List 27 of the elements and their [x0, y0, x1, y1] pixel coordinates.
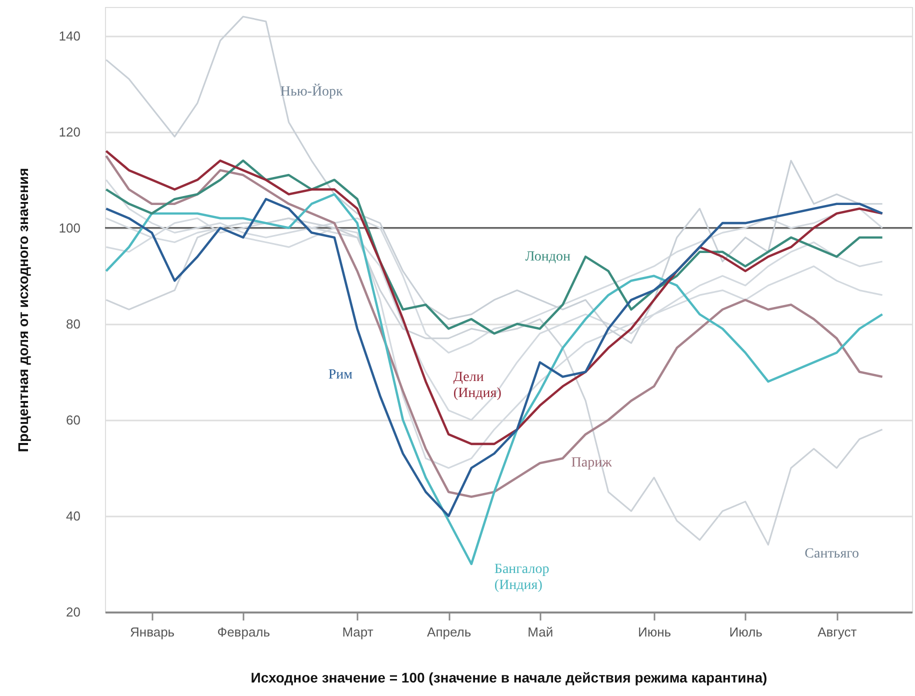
- x-axis-title: Исходное значение = 100 (значение в начале действия режима карантина): [250, 670, 768, 686]
- x-tick-label: Август: [818, 624, 857, 640]
- y-tick-label: 120: [58, 124, 80, 140]
- x-tick-label: Июль: [729, 624, 763, 640]
- text: Сантьяго: [804, 546, 860, 562]
- series-label: Бангалор (Индия): [494, 562, 550, 593]
- y-tick-label: 140: [58, 28, 80, 44]
- line-series: [104, 160, 884, 335]
- x-tick-label: Январь: [130, 624, 175, 640]
- x-tick-label: Май: [528, 624, 554, 640]
- series-label: Лондон: [525, 250, 572, 265]
- line-series: [104, 150, 884, 446]
- series-label: Рим: [328, 367, 353, 382]
- x-tick-label: Июнь: [638, 624, 672, 640]
- y-axis-title: Процентная доля от исходного значения: [14, 168, 31, 452]
- y-tick-label: 100: [58, 220, 80, 236]
- series-label: Дели (Индия): [453, 370, 502, 401]
- x-tick-label: Март: [342, 624, 374, 640]
- x-tick-label: Апрель: [427, 624, 472, 640]
- y-tick-label: 60: [66, 412, 80, 428]
- x-tick-label: Февраль: [217, 624, 270, 640]
- y-tick-label: 40: [66, 508, 80, 524]
- series-label: Нью-Йорк: [280, 84, 344, 100]
- y-tick-label: 80: [66, 316, 80, 332]
- series-label: Париж: [571, 455, 612, 470]
- y-tick-label: 20: [66, 604, 80, 620]
- line-series: [104, 154, 884, 498]
